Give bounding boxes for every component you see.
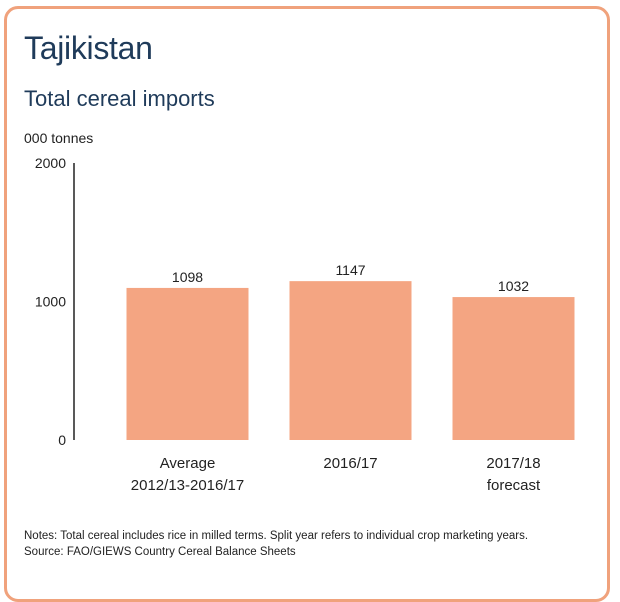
y-tick-label: 1000 <box>35 294 66 310</box>
x-category-label: 2017/18 <box>486 455 540 472</box>
y-tick-label: 2000 <box>35 155 66 171</box>
bar-value-label: 1147 <box>335 262 365 278</box>
source-text: Source: FAO/GIEWS Country Cereal Balance… <box>24 546 296 558</box>
chart-notes: Notes: Total cereal includes rice in mil… <box>24 528 594 560</box>
y-tick-label: 0 <box>58 432 66 448</box>
notes-text: Notes: Total cereal includes rice in mil… <box>24 530 529 542</box>
y-axis-unit-label: 000 tonnes <box>24 130 94 146</box>
chart-subtitle: Total cereal imports <box>24 86 215 111</box>
bar <box>126 287 249 440</box>
bar-chart: 2000 1000 0 1098 1147 1032 Average 2012/13-20… <box>35 155 575 494</box>
bar-value-label: 1032 <box>498 278 529 294</box>
chart-title: Tajikistan <box>24 30 153 66</box>
x-category-label: forecast <box>487 477 541 494</box>
x-category-label: 2012/13-2016/17 <box>131 477 244 494</box>
x-category-label: 2016/17 <box>323 455 377 472</box>
bar <box>452 297 575 440</box>
bar <box>289 281 412 440</box>
bar-value-label: 1098 <box>172 269 203 285</box>
x-category-label: Average <box>160 455 216 472</box>
